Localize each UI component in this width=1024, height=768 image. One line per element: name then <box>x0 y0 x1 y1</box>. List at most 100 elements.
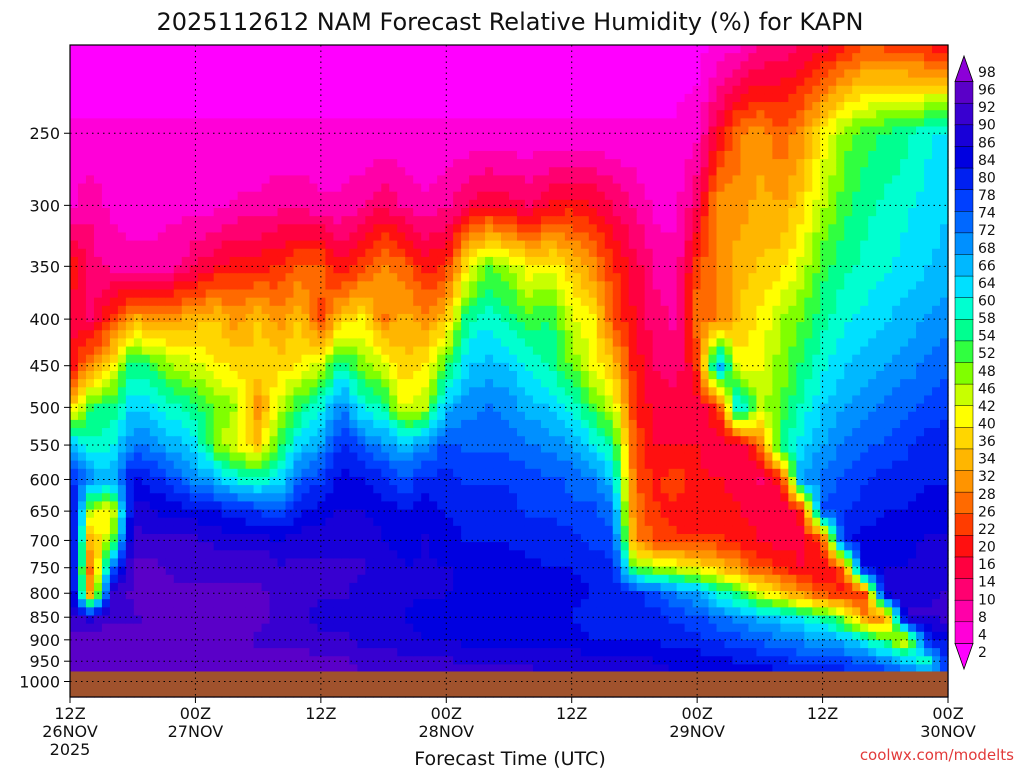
rh-cell <box>333 550 342 560</box>
rh-cell <box>453 509 462 519</box>
rh-cell <box>261 411 271 421</box>
rh-cell <box>277 175 287 185</box>
rh-cell <box>509 460 518 470</box>
rh-cell <box>373 102 382 111</box>
rh-cell <box>205 93 215 103</box>
rh-cell <box>453 362 462 372</box>
rh-cell <box>85 664 95 674</box>
rh-cell <box>317 517 327 527</box>
rh-cell <box>540 411 550 421</box>
rh-cell <box>237 346 247 356</box>
rh-cell <box>117 69 127 79</box>
rh-cell <box>261 118 271 128</box>
rh-cell <box>149 289 159 299</box>
rh-cell <box>524 45 534 54</box>
rh-cell <box>141 134 151 144</box>
rh-cell <box>229 525 239 535</box>
rh-cell <box>461 224 470 234</box>
rh-cell <box>293 656 303 665</box>
rh-cell <box>261 574 271 584</box>
rh-cell <box>101 224 111 234</box>
rh-cell <box>437 411 446 421</box>
rh-cell <box>524 216 534 225</box>
rh-cell <box>285 574 295 584</box>
rh-cell <box>301 460 311 470</box>
rh-cell <box>309 322 319 331</box>
rh-cell <box>77 574 87 584</box>
rh-cell <box>165 240 175 250</box>
rh-cell <box>453 338 462 348</box>
rh-cell <box>189 558 199 568</box>
rh-cell <box>429 248 438 258</box>
rh-cell <box>221 452 231 462</box>
rh-cell <box>229 45 239 54</box>
rh-cell <box>381 118 390 128</box>
rh-cell <box>453 566 462 576</box>
rh-cell <box>365 330 374 339</box>
rh-cell <box>389 379 398 388</box>
rh-cell <box>253 281 263 291</box>
rh-cell <box>405 338 414 348</box>
rh-cell <box>532 419 542 429</box>
rh-cell <box>429 525 438 535</box>
rh-cell <box>421 110 430 119</box>
rh-cell <box>461 558 470 568</box>
rh-cell <box>293 493 303 502</box>
rh-cell <box>445 142 454 152</box>
rh-cell <box>117 93 127 103</box>
rh-cell <box>509 134 518 144</box>
rh-cell <box>141 297 151 307</box>
rh-cell <box>165 411 175 421</box>
rh-cell <box>261 273 271 282</box>
rh-cell <box>149 175 159 185</box>
rh-cell <box>85 199 95 209</box>
rh-cell <box>381 126 390 136</box>
rh-cell <box>469 305 478 315</box>
rh-cell <box>540 387 550 397</box>
rh-cell <box>445 395 454 405</box>
rh-cell <box>85 395 95 405</box>
rh-cell <box>93 159 103 168</box>
rh-cell <box>101 607 111 617</box>
rh-cell <box>157 175 167 185</box>
rh-cell <box>189 648 199 657</box>
rh-cell <box>157 419 167 429</box>
rh-cell <box>189 639 199 649</box>
rh-cell <box>197 208 207 217</box>
rh-cell <box>397 150 406 160</box>
rh-cell <box>125 468 135 478</box>
rh-cell <box>157 53 167 62</box>
rh-cell <box>564 53 574 62</box>
rh-cell <box>453 256 462 266</box>
rh-cell <box>373 387 382 397</box>
rh-cell <box>445 216 454 225</box>
rh-cell <box>149 444 159 454</box>
rh-cell <box>181 623 191 633</box>
rh-cell <box>197 615 207 625</box>
rh-cell <box>357 468 366 478</box>
rh-cell <box>532 387 542 397</box>
rh-cell <box>325 411 334 421</box>
rh-cell <box>101 85 111 95</box>
rh-cell <box>429 175 438 185</box>
rh-cell <box>141 444 151 454</box>
rh-cell <box>429 265 438 274</box>
rh-cell <box>93 126 103 136</box>
rh-cell <box>301 199 311 209</box>
rh-cell <box>197 476 207 486</box>
rh-cell <box>469 240 478 250</box>
rh-cell <box>117 175 127 185</box>
rh-cell <box>133 150 143 160</box>
rh-cell <box>437 175 446 185</box>
rh-cell <box>221 395 231 405</box>
rh-cell <box>333 45 342 54</box>
rh-cell <box>461 419 470 429</box>
rh-cell <box>421 419 430 429</box>
rh-cell <box>493 224 502 234</box>
rh-cell <box>381 550 390 560</box>
rh-cell <box>333 102 342 111</box>
rh-cell <box>269 110 279 119</box>
rh-cell <box>317 248 327 258</box>
rh-cell <box>109 525 119 535</box>
rh-cell <box>149 525 159 535</box>
